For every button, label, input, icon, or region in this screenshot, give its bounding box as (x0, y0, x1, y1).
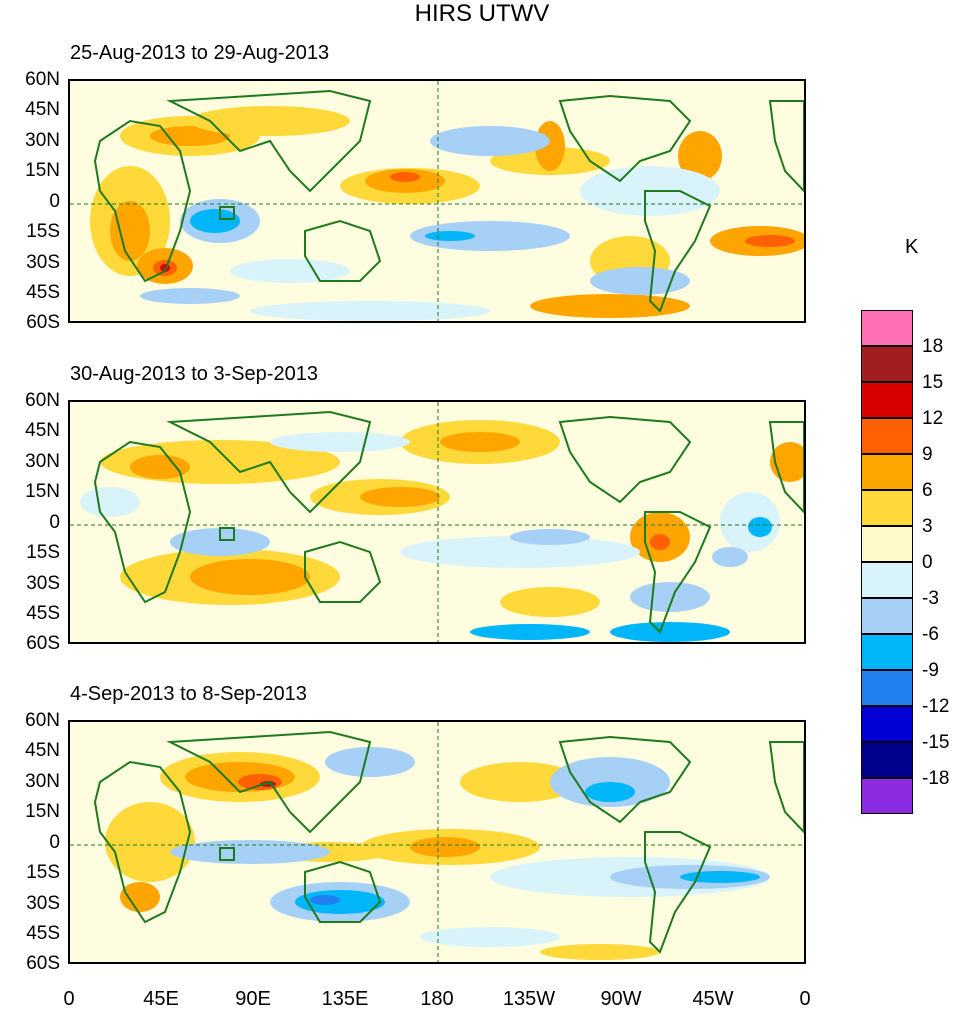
colorbar-label: 3 (922, 516, 933, 537)
lat-label: 45S (26, 923, 60, 944)
colorbar-swatch (861, 562, 913, 598)
colorbar-label: -12 (922, 696, 950, 717)
panel-1-map (68, 79, 806, 323)
lat-label: 15N (25, 801, 60, 822)
lat-label: 15S (26, 862, 60, 883)
lon-label: 135E (321, 988, 369, 1010)
lat-label: 60N (25, 69, 60, 90)
colorbar-label: -9 (922, 660, 939, 681)
lat-label: 30S (26, 252, 60, 273)
panel-3-field (70, 722, 804, 962)
lon-label: 90E (235, 988, 271, 1010)
panel-1-field (70, 81, 804, 321)
colorbar-swatch (861, 382, 913, 418)
colorbar-label: 9 (922, 444, 933, 465)
lat-label: 30N (25, 451, 60, 472)
lat-label: 15S (26, 221, 60, 242)
lat-label: 15N (25, 481, 60, 502)
lat-label: 45N (25, 740, 60, 761)
lat-label: 30N (25, 130, 60, 151)
figure-title: HIRS UTWV (414, 0, 550, 27)
colorbar-label: 15 (922, 372, 944, 393)
lon-label: 45W (692, 988, 734, 1010)
colorbar-label: 18 (922, 336, 944, 357)
lat-label: 60N (25, 710, 60, 731)
lon-label: 0 (63, 988, 75, 1010)
lon-label: 45E (143, 988, 179, 1010)
colorbar-swatch (861, 670, 913, 706)
lon-label: 135W (502, 988, 556, 1010)
panel-2-field (70, 402, 804, 642)
lat-label: 45S (26, 603, 60, 624)
colorbar-swatch (861, 310, 913, 346)
lon-label: 90W (600, 988, 642, 1010)
panel-1-date-range: 25-Aug-2013 to 29-Aug-2013 (70, 42, 330, 64)
colorbar-label: 6 (922, 480, 933, 501)
colorbar-label: 12 (922, 408, 944, 429)
colorbar-swatch (861, 706, 913, 742)
lon-label: 180 (420, 988, 454, 1010)
lat-label: 45N (25, 420, 60, 441)
colorbar-swatch (861, 526, 913, 562)
panel-3-map (68, 720, 806, 964)
lat-label: 60N (25, 390, 60, 411)
colorbar-label: -3 (922, 588, 939, 609)
lat-label: 60S (26, 953, 60, 974)
lat-label: 45S (26, 282, 60, 303)
lat-label: 45N (25, 99, 60, 120)
colorbar-swatch (861, 418, 913, 454)
colorbar-label: 0 (922, 552, 933, 573)
lat-label: 15S (26, 542, 60, 563)
panel-2-map (68, 400, 806, 644)
colorbar-swatch (861, 454, 913, 490)
colorbar-swatch (861, 490, 913, 526)
colorbar-swatch (861, 598, 913, 634)
lat-label: 60S (26, 633, 60, 654)
panel-2-date-range: 30-Aug-2013 to 3-Sep-2013 (70, 363, 318, 385)
colorbar-label: -6 (922, 624, 939, 645)
colorbar-label: -18 (922, 768, 950, 789)
lat-label: 0 (49, 512, 60, 533)
colorbar-swatch (861, 634, 913, 670)
lat-label: 30S (26, 573, 60, 594)
panel-3-date-range: 4-Sep-2013 to 8-Sep-2013 (70, 683, 307, 705)
colorbar-unit: K (905, 236, 919, 258)
colorbar-swatch (861, 346, 913, 382)
lat-label: 15N (25, 160, 60, 181)
colorbar-swatch (861, 778, 913, 814)
lat-label: 30N (25, 771, 60, 792)
lat-label: 0 (49, 832, 60, 853)
lon-label: 0 (799, 988, 811, 1010)
colorbar-swatch (861, 742, 913, 778)
lat-label: 60S (26, 312, 60, 333)
lat-label: 30S (26, 893, 60, 914)
lat-label: 0 (49, 191, 60, 212)
colorbar-label: -15 (922, 732, 950, 753)
